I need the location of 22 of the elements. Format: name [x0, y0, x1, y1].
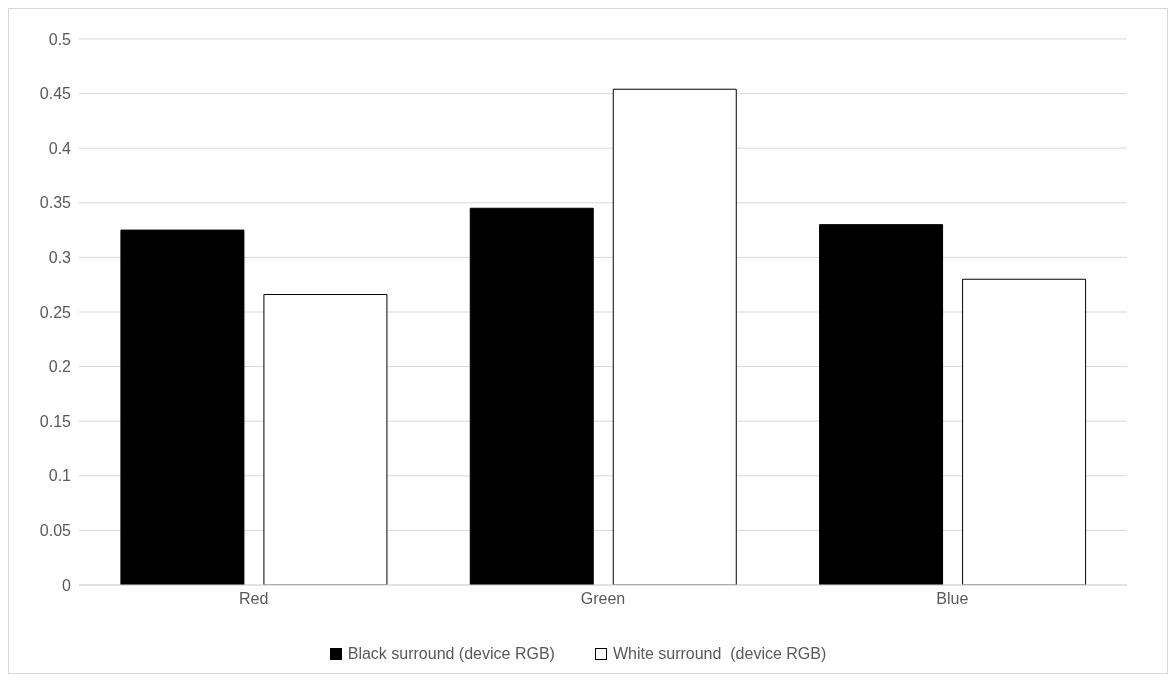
y-tick-label: 0.45: [39, 85, 72, 103]
y-tick-label: 0.1: [48, 467, 72, 485]
bar: [120, 229, 245, 585]
y-tick-label: 0: [62, 576, 72, 594]
y-tick-label: 0.15: [39, 412, 72, 430]
y-tick-label: 0.4: [48, 139, 72, 157]
bar: [819, 224, 944, 585]
bar: [469, 207, 594, 585]
x-tick-label: Red: [238, 590, 269, 608]
y-tick-label: 0.3: [48, 249, 72, 267]
bar: [962, 278, 1087, 585]
y-tick-label: 0.05: [39, 522, 72, 540]
bar: [612, 88, 737, 585]
y-tick-label: 0.25: [39, 303, 72, 321]
x-tick-label: Green: [580, 590, 626, 608]
bar: [263, 294, 388, 585]
x-tick-label: Blue: [936, 590, 969, 608]
y-tick-label: 0.2: [48, 358, 72, 376]
y-tick-label: 0.5: [48, 30, 72, 48]
legend-label: White surround (device RGB): [612, 645, 827, 663]
y-tick-label: 0.35: [39, 194, 72, 212]
legend-label: Black surround (device RGB): [347, 645, 555, 663]
